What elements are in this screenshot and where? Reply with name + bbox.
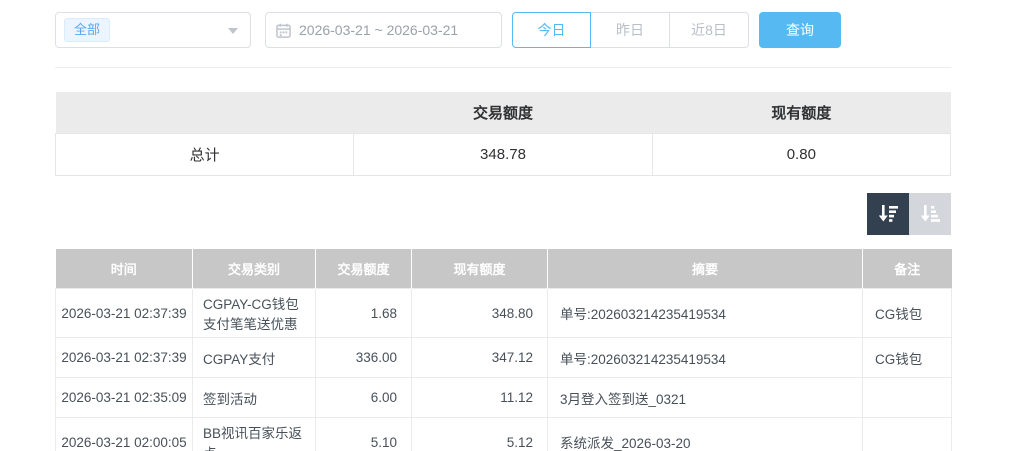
category-select[interactable]: 全部 xyxy=(55,12,251,48)
cell-type: BB视讯百家乐返点 xyxy=(192,417,316,451)
selected-category-tag[interactable]: 全部 xyxy=(64,18,111,42)
cell-time: 2026-03-21 02:37:39 xyxy=(55,337,193,378)
sort-descending-button[interactable] xyxy=(867,192,909,235)
cell-time: 2026-03-21 02:35:09 xyxy=(55,377,193,418)
table-row: 2026-03-21 02:35:09 签到活动 6.00 11.12 3月登入… xyxy=(55,377,952,418)
page-content: 全部 2026-03-21 ~ 2026-03-21 今日 昨日 近8日 查询 xyxy=(54,12,952,451)
transactions-header-row: 时间 交易类别 交易额度 现有额度 摘要 备注 xyxy=(55,248,952,289)
sort-ascending-button[interactable] xyxy=(909,192,951,235)
cell-summary: 系统派发_2026-03-20 xyxy=(547,417,863,451)
summary-table: 交易额度 现有额度 总计 348.78 0.80 xyxy=(54,92,952,176)
yesterday-button[interactable]: 昨日 xyxy=(591,12,670,48)
search-button[interactable]: 查询 xyxy=(759,12,841,48)
table-row: 2026-03-21 02:37:39 CGPAY-CG钱包支付笔笔送优惠 1.… xyxy=(55,288,952,338)
summary-total-label: 总计 xyxy=(54,132,355,176)
calendar-icon xyxy=(276,23,291,38)
cell-balance: 348.80 xyxy=(411,288,548,338)
cell-amount: 1.68 xyxy=(315,288,412,338)
table-row: 2026-03-21 02:00:05 BB视讯百家乐返点 5.10 5.12 … xyxy=(55,417,952,451)
summary-header-current-amount: 现有额度 xyxy=(652,92,951,133)
last-8-days-button[interactable]: 近8日 xyxy=(670,12,749,48)
today-button[interactable]: 今日 xyxy=(512,12,591,48)
cell-time: 2026-03-21 02:37:39 xyxy=(55,288,193,338)
cell-type: 签到活动 xyxy=(192,377,316,418)
cell-summary: 单号:202603214235419534 xyxy=(547,337,863,378)
header-transaction-amount: 交易额度 xyxy=(315,248,412,289)
summary-total-row: 总计 348.78 0.80 xyxy=(54,132,952,176)
filter-toolbar: 全部 2026-03-21 ~ 2026-03-21 今日 昨日 近8日 查询 xyxy=(55,12,951,48)
header-type: 交易类别 xyxy=(192,248,316,289)
cell-amount: 6.00 xyxy=(315,377,412,418)
cell-summary: 单号:202603214235419534 xyxy=(547,288,863,338)
chevron-down-icon xyxy=(228,28,238,34)
cell-note: CG钱包 xyxy=(862,288,952,338)
sort-ascending-icon xyxy=(920,204,940,222)
transactions-table: 时间 交易类别 交易额度 现有额度 摘要 备注 2026-03-21 02:37… xyxy=(55,248,952,451)
cell-note xyxy=(862,417,952,451)
summary-current-amount-value: 0.80 xyxy=(651,132,952,176)
date-range-input[interactable]: 2026-03-21 ~ 2026-03-21 xyxy=(265,12,502,48)
date-range-value: 2026-03-21 ~ 2026-03-21 xyxy=(299,22,459,38)
toolbar-divider xyxy=(55,67,951,68)
cell-note xyxy=(862,377,952,418)
sort-descending-icon xyxy=(878,204,898,222)
header-current-amount: 现有额度 xyxy=(411,248,548,289)
cell-type: CGPAY-CG钱包支付笔笔送优惠 xyxy=(192,288,316,338)
summary-header-row: 交易额度 现有额度 xyxy=(55,92,951,133)
cell-amount: 5.10 xyxy=(315,417,412,451)
cell-amount: 336.00 xyxy=(315,337,412,378)
header-note: 备注 xyxy=(862,248,952,289)
summary-header-empty xyxy=(55,92,354,133)
header-summary: 摘要 xyxy=(547,248,863,289)
cell-balance: 5.12 xyxy=(411,417,548,451)
cell-time: 2026-03-21 02:00:05 xyxy=(55,417,193,451)
sort-controls xyxy=(55,192,951,235)
cell-balance: 347.12 xyxy=(411,337,548,378)
cell-balance: 11.12 xyxy=(411,377,548,418)
header-time: 时间 xyxy=(55,248,193,289)
cell-note: CG钱包 xyxy=(862,337,952,378)
summary-transaction-amount-value: 348.78 xyxy=(353,132,653,176)
cell-type: CGPAY支付 xyxy=(192,337,316,378)
table-row: 2026-03-21 02:37:39 CGPAY支付 336.00 347.1… xyxy=(55,337,952,378)
cell-summary: 3月登入签到送_0321 xyxy=(547,377,863,418)
summary-header-transaction-amount: 交易额度 xyxy=(353,92,653,133)
quick-range-group: 今日 昨日 近8日 xyxy=(512,12,749,48)
